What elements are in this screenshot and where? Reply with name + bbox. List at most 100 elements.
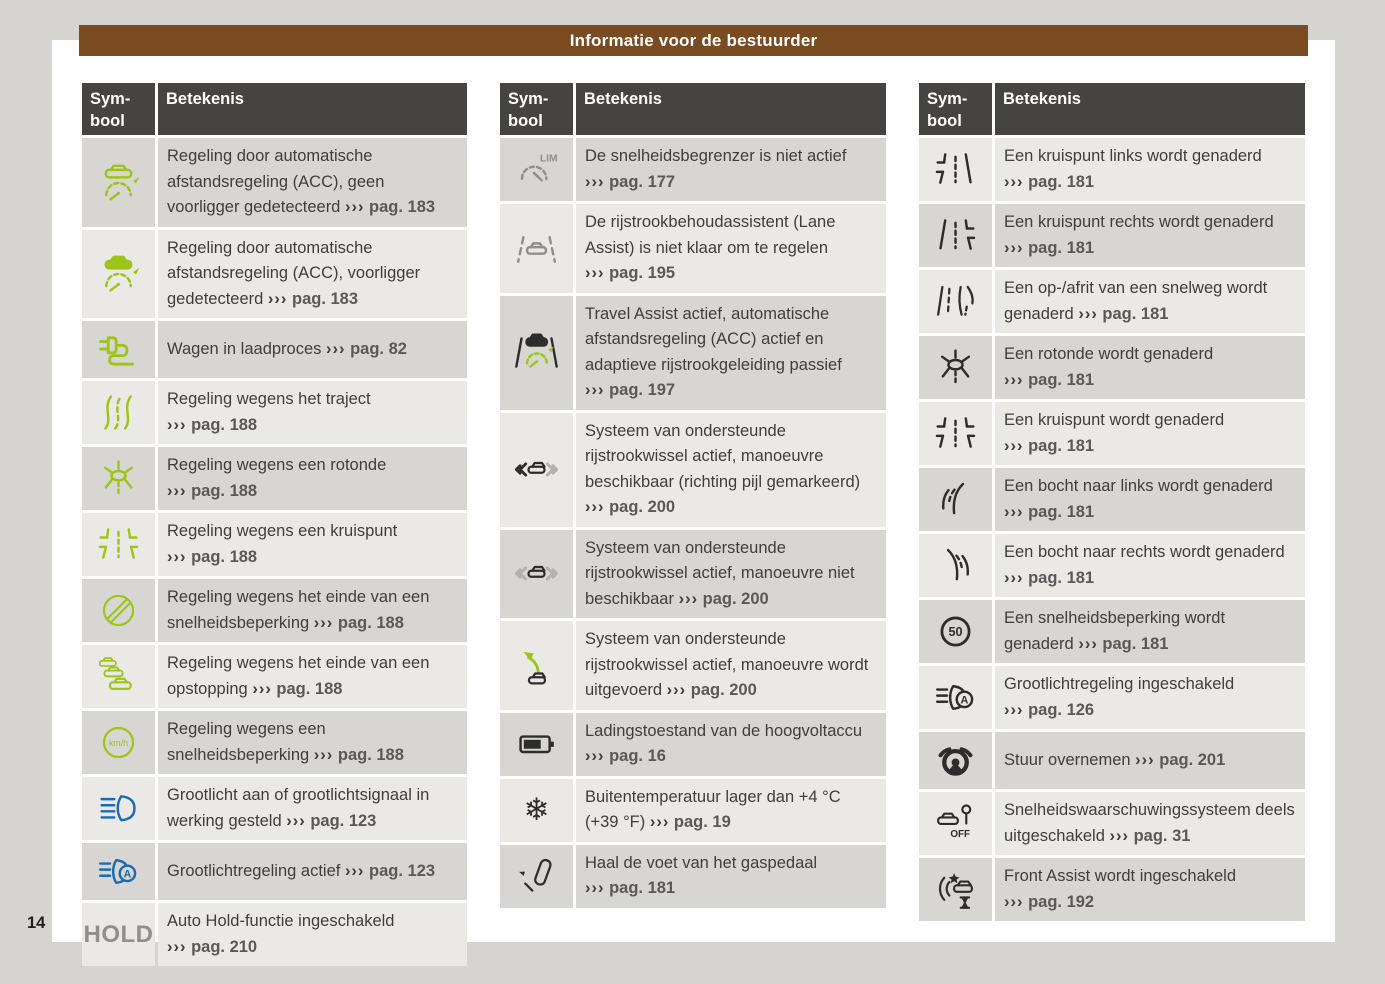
symbol-meaning: Front Assist wordt ingeschakeld ››› pag.… xyxy=(995,858,1305,921)
reference-arrow-icon: ››› xyxy=(585,498,605,516)
speed-warning-off-icon: OFF xyxy=(919,792,992,855)
column-header-meaning: Betekenis xyxy=(576,83,886,135)
symbol-row: OFF Snelheidswaarschuwingssysteem deels u… xyxy=(919,792,1305,855)
lane-assist-not-ready-icon xyxy=(500,204,573,293)
page-title: Informatie voor de bestuurder xyxy=(79,25,1308,56)
symbol-row: Front Assist wordt ingeschakeld ››› pag.… xyxy=(919,858,1305,921)
table-header-row: Sym- bool Betekenis xyxy=(919,83,1305,135)
meaning-text: Een kruispunt links wordt genaderd xyxy=(1004,147,1262,165)
battery-charge-icon xyxy=(500,712,573,776)
symbol-row: HOLD Auto Hold-functie ingeschakeld ››› p… xyxy=(82,903,467,966)
reference-arrow-icon: ››› xyxy=(167,415,187,434)
symbol-row: Regeling wegens het traject ››› pag. 188 xyxy=(82,381,467,444)
symbol-row: Regeling wegens een kruispunt ››› pag. 1… xyxy=(82,513,467,576)
roundabout-icon xyxy=(919,336,992,399)
reference-arrow-icon: ››› xyxy=(1004,172,1024,191)
front-assist-icon xyxy=(919,858,992,921)
page-ref-label: pag. 181 xyxy=(1102,634,1169,653)
column-header-meaning: Betekenis xyxy=(158,83,467,135)
page-reference: ››› pag. 123 xyxy=(286,812,376,830)
meaning-text: Auto Hold-functie ingeschakeld xyxy=(167,912,395,930)
page-reference: ››› pag. 188 xyxy=(167,548,257,566)
page-ref-label: pag. 19 xyxy=(673,813,731,831)
symbol-meaning: Grootlicht aan of grootlichtsignaal in w… xyxy=(158,777,467,840)
symbol-row: LIM De snelheidsbegrenzer is niet actief … xyxy=(500,138,886,201)
symbol-meaning: Een bocht naar links wordt genaderd ››› … xyxy=(995,468,1305,531)
symbol-row: Een bocht naar links wordt genaderd ››› … xyxy=(919,468,1305,531)
meaning-text: Een op-/afrit van een snelweg wordt gena… xyxy=(1004,279,1268,323)
symbol-row: De rijstrookbehoudassistent (Lane Assist… xyxy=(500,204,886,293)
meaning-text: Een kruispunt rechts wordt genaderd xyxy=(1004,213,1274,231)
traffic-jam-icon xyxy=(82,645,155,708)
reference-arrow-icon: ››› xyxy=(1135,750,1155,769)
page-reference: ››› pag. 181 xyxy=(1004,437,1094,455)
table-header-row: Sym- bool Betekenis xyxy=(500,83,886,135)
symbol-row: Regeling wegens een rotonde ››› pag. 188 xyxy=(82,447,467,510)
symbol-table-left: Sym- bool Betekenis Regeling door automati… xyxy=(82,83,467,966)
symbol-meaning: Ladingstoestand van de hoogvoltaccu ››› … xyxy=(576,712,886,776)
symbol-table-right: Sym- bool Betekenis Een kruispunt links wo… xyxy=(919,83,1305,921)
winding-road-icon xyxy=(82,381,155,444)
symbol-meaning: Regeling wegens een rotonde ››› pag. 188 xyxy=(158,447,467,510)
svg-text:A: A xyxy=(124,868,132,880)
page-ref-label: pag. 200 xyxy=(609,498,676,516)
page-reference: ››› pag. 200 xyxy=(679,590,769,608)
symbol-row: Stuur overnemen ››› pag. 201 xyxy=(919,732,1305,789)
symbol-meaning: Haal de voet van het gaspedaal ››› pag. … xyxy=(576,844,886,908)
symbol-row: Ladingstoestand van de hoogvoltaccu ››› … xyxy=(500,712,886,776)
speed-limit-50-icon: 50 xyxy=(919,600,992,663)
symbol-row: Systeem van ondersteunde rijstrookwissel… xyxy=(500,529,886,618)
symbol-meaning: Systeem van ondersteunde rijstrookwissel… xyxy=(576,621,886,710)
symbol-meaning: Buitentemperatuur lager dan +4 °C (+39 °… xyxy=(576,778,886,842)
symbol-row: Travel Assist actief, automatische afsta… xyxy=(500,295,886,410)
symbol-meaning: Een bocht naar rechts wordt genaderd ›››… xyxy=(995,534,1305,597)
page-reference: ››› pag. 181 xyxy=(1004,239,1094,257)
reference-arrow-icon: ››› xyxy=(1004,238,1024,257)
meaning-text: Een bocht naar rechts wordt genaderd xyxy=(1004,543,1285,561)
meaning-text: Regeling door automatische afstandsregel… xyxy=(167,238,421,308)
page-ref-label: pag. 181 xyxy=(1028,502,1095,521)
meaning-text: Een kruispunt wordt genaderd xyxy=(1004,411,1225,429)
meaning-text: Regeling door automatische afstandsregel… xyxy=(167,147,385,216)
symbol-meaning: Snelheidswaarschuwingssysteem deels uitg… xyxy=(995,792,1305,855)
page-reference: ››› pag. 31 xyxy=(1110,827,1191,845)
page-reference: ››› pag. 197 xyxy=(585,381,675,399)
page-reference: ››› pag. 188 xyxy=(167,482,257,500)
meaning-text: De rijstrookbehoudassistent (Lane Assist… xyxy=(585,213,836,257)
reference-arrow-icon: ››› xyxy=(1004,700,1024,719)
foot-off-pedal-icon xyxy=(500,844,573,908)
symbol-row: Regeling door automatische afstandsregel… xyxy=(82,138,467,227)
high-beam-auto-icon: A xyxy=(82,843,155,900)
svg-text:50: 50 xyxy=(948,625,962,639)
page-reference: ››› pag. 188 xyxy=(252,680,342,698)
reference-arrow-icon: ››› xyxy=(267,289,288,308)
reference-arrow-icon: ››› xyxy=(585,879,605,897)
symbol-meaning: Een kruispunt wordt genaderd ››› pag. 18… xyxy=(995,402,1305,465)
symbol-row: Wagen in laadproces ››› pag. 82 xyxy=(82,321,467,378)
reference-arrow-icon: ››› xyxy=(326,339,346,358)
page-ref-label: pag. 197 xyxy=(609,381,676,399)
meaning-text: Ladingstoestand van de hoogvoltaccu xyxy=(585,721,863,740)
page-ref-label: pag. 201 xyxy=(1159,750,1226,769)
page-reference: ››› pag. 181 xyxy=(1004,569,1094,587)
meaning-text: Regeling wegens een kruispunt xyxy=(167,522,398,540)
curve-left-icon xyxy=(919,468,992,531)
meaning-text: Een bocht naar links wordt genaderd xyxy=(1004,477,1273,495)
hold-text-icon: HOLD xyxy=(82,903,155,966)
symbol-row: Een op-/afrit van een snelweg wordt gena… xyxy=(919,270,1305,333)
page-reference: ››› pag. 181 xyxy=(1004,173,1094,191)
reference-arrow-icon: ››› xyxy=(678,589,699,608)
page-ref-label: pag. 188 xyxy=(337,745,404,764)
column-header-symbol: Sym- bool xyxy=(919,83,992,135)
symbol-meaning: Regeling wegens het traject ››› pag. 188 xyxy=(158,381,467,444)
symbol-row: Een kruispunt rechts wordt genaderd ››› … xyxy=(919,204,1305,267)
page-reference: ››› pag. 181 xyxy=(1004,371,1094,389)
page-reference: ››› pag. 177 xyxy=(585,173,675,191)
symbol-meaning: Regeling wegens het einde van een snelhe… xyxy=(158,579,467,642)
tables-container: Sym- bool Betekenis Regeling door automati… xyxy=(82,83,1305,966)
reference-arrow-icon: ››› xyxy=(585,264,605,282)
steering-wheel-hands-icon xyxy=(919,732,992,789)
page-reference: ››› pag. 181 xyxy=(585,879,675,897)
symbol-meaning: Wagen in laadproces ››› pag. 82 xyxy=(158,321,467,378)
lane-change-available-icon xyxy=(500,412,573,527)
